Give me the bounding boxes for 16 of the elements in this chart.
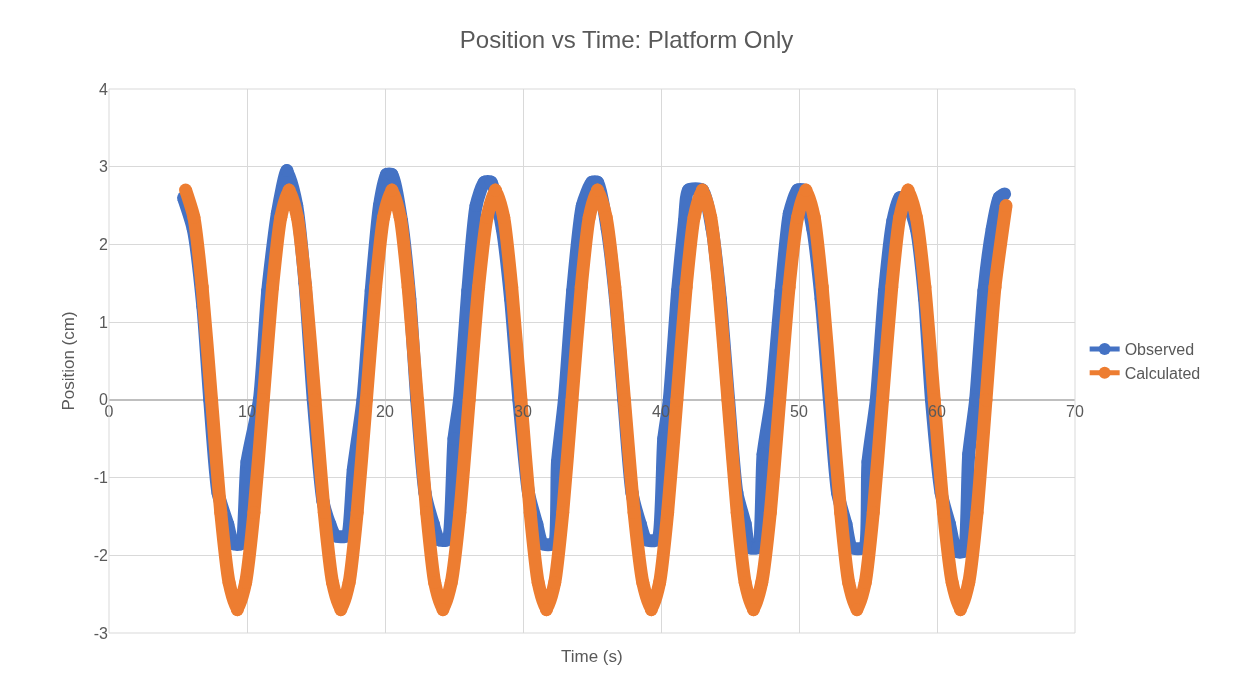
x-tick-label: 70 xyxy=(1066,402,1084,420)
chart-title: Position vs Time: Platform Only xyxy=(459,26,794,54)
y-tick-label: 4 xyxy=(99,80,109,98)
y-axis-title: Position (cm) xyxy=(59,311,79,411)
legend-label: Observed xyxy=(1124,341,1195,359)
x-tick-label: 40 xyxy=(652,402,670,420)
y-tick-label: -3 xyxy=(93,624,109,642)
y-tick-label: 2 xyxy=(99,236,109,254)
y-tick-label: -2 xyxy=(93,546,109,564)
x-tick-label: 50 xyxy=(790,402,808,420)
y-tick-label: 3 xyxy=(99,158,109,176)
x-tick-label: 20 xyxy=(376,402,394,420)
y-tick-label: 1 xyxy=(99,313,109,331)
x-axis-title: Time (s) xyxy=(561,647,623,666)
legend-label: Calculated xyxy=(1124,364,1201,382)
y-tick-label: -1 xyxy=(93,469,109,487)
